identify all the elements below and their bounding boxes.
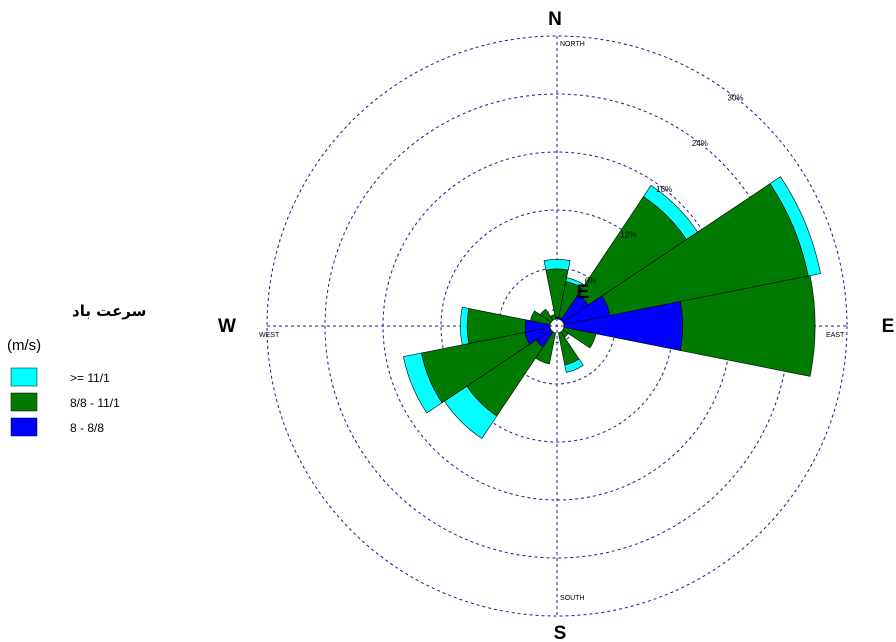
wedge-WNW [530,310,552,325]
legend-label: >= 11/1 [70,371,110,385]
wedge-E [679,275,816,377]
legend-label: 8/8 - 11/1 [70,396,120,410]
radial-tick-labels: 6% 12% 18% 24% 30% [585,93,744,285]
legend-title: سرعت باد [72,302,146,320]
wedge-N [543,259,571,271]
radial-tick-label: 30% [728,93,744,102]
compass-south-label: S [554,623,567,642]
legend: سرعت باد (m/s) >= 11/1 8/8 - 11/1 8 - 8/8 [7,302,146,437]
compass-west-label: W [218,316,236,337]
grid-ring-5 [266,35,848,617]
compass-east-label: E [882,316,895,337]
legend-swatch [10,367,38,387]
wedge-ESE [562,327,597,349]
radial-tick-label: 24% [692,139,708,148]
wedge-WSW [403,352,443,414]
radial-tick-label: 18% [656,185,672,194]
radial-tick-label: 6% [585,276,597,285]
wind-wedges [403,176,821,439]
axis-label-north: NORTH [560,41,585,48]
axis-label-south: SOUTH [560,595,585,602]
wedge-NNW [550,314,556,321]
wedge-SSE [564,358,584,373]
compass-axes [267,36,847,616]
wedge-ENE [769,176,821,277]
legend-unit: (m/s) [7,337,41,354]
wedge-W [460,306,470,346]
axis-label-east: EAST [826,332,845,339]
axis-label-west: WEST [259,332,280,339]
wedge-NW [539,308,554,323]
legend-label: 8 - 8/8 [70,421,104,435]
compass-north-label: N [548,9,562,30]
legend-swatch [10,392,38,412]
compass-center-east-label: E [577,282,590,303]
radial-tick-label: 12% [620,231,636,240]
legend-swatch [10,417,38,437]
